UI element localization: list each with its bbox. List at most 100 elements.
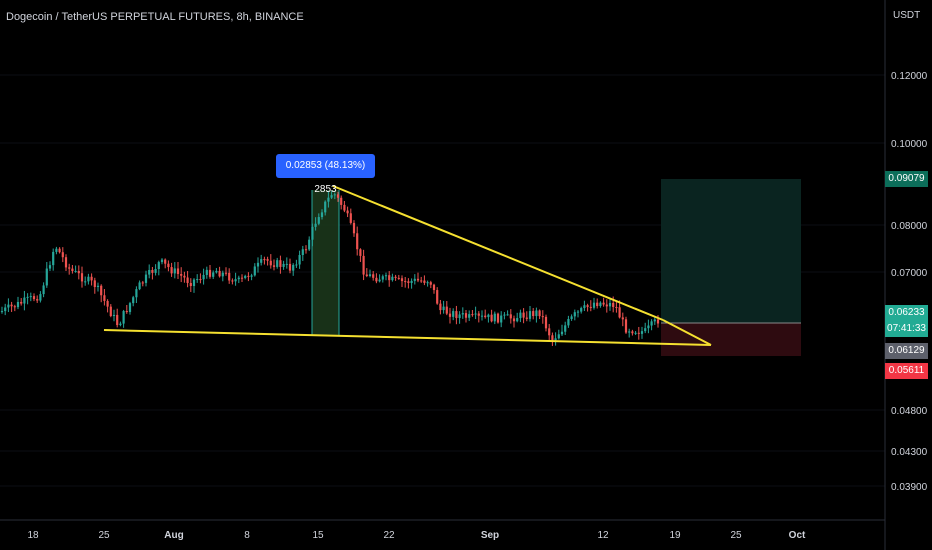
candle-body: [39, 294, 42, 301]
candle-body: [576, 311, 580, 313]
price-range-measure-label[interactable]: 0.02853 (48.13%) 2853: [276, 154, 375, 195]
candle-body: [68, 267, 71, 269]
candle-body: [448, 313, 452, 317]
candle-body: [653, 319, 656, 322]
time-label: 22: [383, 530, 395, 541]
candle-body: [644, 328, 647, 332]
candle-body: [29, 296, 32, 298]
candle-body: [564, 325, 567, 332]
candle-body: [100, 285, 103, 296]
candle-body: [308, 239, 311, 250]
candle-body: [567, 319, 570, 326]
candle-body: [548, 328, 551, 336]
bar-countdown-tag: 07:41:33: [885, 321, 928, 337]
stop-zone[interactable]: [661, 323, 801, 356]
candle-body: [602, 302, 605, 305]
trendline-lower[interactable]: [103, 329, 712, 346]
candle-body: [186, 277, 189, 283]
candle-body: [647, 325, 650, 329]
candle-body: [525, 317, 528, 319]
candle-body: [199, 279, 202, 281]
candle-body: [288, 263, 292, 271]
candle-body: [292, 264, 295, 271]
candle-body: [599, 302, 602, 307]
candle-body: [557, 334, 560, 339]
candle-body: [74, 270, 77, 272]
candle-body: [125, 311, 128, 313]
candle-body: [141, 282, 144, 284]
candle-body: [103, 295, 106, 301]
candle-body: [512, 318, 516, 322]
candle-body: [317, 217, 320, 224]
trendline-tip[interactable]: [662, 319, 712, 346]
candle-body: [7, 304, 10, 308]
candle-body: [503, 314, 506, 316]
candle-body: [202, 274, 205, 280]
candle-body: [4, 307, 7, 312]
candle-body: [64, 257, 68, 268]
candle-body: [52, 251, 55, 266]
candle-body: [631, 331, 634, 334]
candle-body: [304, 249, 308, 251]
candle-body: [580, 308, 583, 312]
candle-body: [349, 213, 352, 223]
candle-body: [138, 282, 141, 290]
candle-body: [474, 313, 477, 315]
candle-body: [196, 279, 199, 281]
candle-body: [519, 312, 522, 319]
candle-body: [128, 303, 132, 312]
candle-body: [490, 314, 493, 322]
candle-body: [439, 303, 442, 311]
candle-body: [532, 311, 535, 317]
candle-body: [106, 300, 109, 307]
candle-body: [480, 315, 484, 317]
candle-body: [410, 280, 413, 283]
candle-body: [224, 272, 228, 274]
candle-body: [640, 331, 644, 334]
candle-body: [26, 296, 29, 298]
candle-body: [375, 277, 378, 282]
time-label: 12: [597, 530, 609, 541]
time-label: 25: [98, 530, 110, 541]
candle-body: [13, 306, 16, 308]
candle-body: [368, 274, 372, 276]
candle-body: [522, 312, 525, 318]
candle-body: [42, 285, 45, 295]
time-label: 15: [312, 530, 324, 541]
price-label: 0.10000: [891, 139, 928, 150]
candle-body: [80, 273, 84, 282]
chart-title: Dogecoin / TetherUS PERPETUAL FUTURES, 8…: [6, 11, 304, 23]
trendline-upper[interactable]: [332, 185, 664, 321]
candle-body: [442, 306, 445, 311]
candle-body: [285, 263, 288, 265]
candle-body: [212, 272, 215, 277]
candle-body: [237, 277, 240, 280]
candle-body: [144, 274, 148, 283]
candle-body: [378, 279, 381, 282]
candle-body: [509, 314, 512, 319]
candle-body: [493, 313, 496, 322]
candle-body: [157, 262, 160, 270]
candle-body: [586, 305, 589, 307]
candle-body: [605, 304, 608, 307]
candle-body: [634, 332, 637, 334]
candle-body: [87, 276, 90, 282]
candle-body: [16, 301, 20, 308]
candle-body: [250, 275, 253, 277]
candle-body: [132, 297, 135, 304]
candle-body: [32, 296, 36, 300]
candle-body: [384, 275, 388, 277]
time-label: Sep: [480, 530, 500, 541]
candle-body: [324, 201, 327, 213]
candle-body: [416, 278, 420, 281]
candle-body: [346, 210, 349, 214]
candle-body: [55, 248, 58, 252]
candle-body: [327, 197, 330, 202]
candle-body: [420, 280, 423, 282]
candle-body: [615, 306, 618, 308]
candle-body: [423, 280, 426, 283]
candle-body: [164, 259, 167, 264]
candle-body: [282, 263, 285, 267]
target-zone[interactable]: [661, 179, 801, 323]
